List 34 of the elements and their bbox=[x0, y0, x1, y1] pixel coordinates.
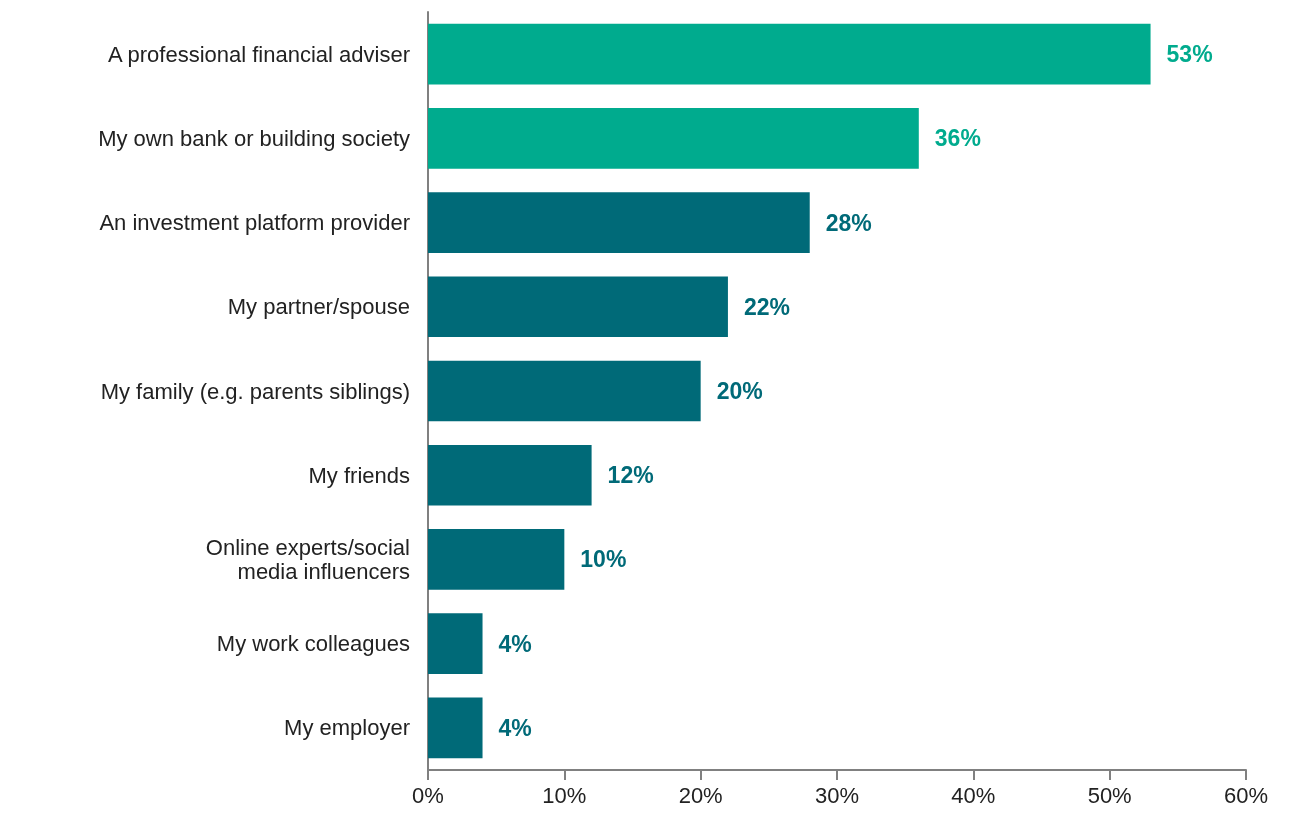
y-tick-label: My friends bbox=[308, 462, 410, 488]
data-label: 12% bbox=[607, 462, 654, 489]
y-tick-label: A professional financial adviser bbox=[107, 41, 410, 67]
y-tick-label: My own bank or building society bbox=[98, 125, 410, 151]
x-tick-label: 0% bbox=[412, 782, 444, 808]
data-label: 28% bbox=[825, 209, 872, 236]
data-label: 20% bbox=[716, 378, 763, 404]
data-label: 4% bbox=[498, 714, 532, 741]
data-label: 4% bbox=[498, 630, 532, 657]
bar bbox=[428, 23, 1151, 85]
data-label: 53% bbox=[1166, 41, 1213, 68]
x-tick-label: 10% bbox=[542, 782, 587, 808]
data-label: 10% bbox=[580, 546, 627, 573]
data-label: 36% bbox=[934, 125, 981, 152]
bar bbox=[428, 613, 483, 674]
data-label: 22% bbox=[743, 293, 790, 320]
x-tick-label: 30% bbox=[814, 782, 860, 808]
bar bbox=[428, 529, 565, 590]
bar bbox=[428, 192, 810, 253]
x-tick-label: 60% bbox=[1223, 782, 1269, 808]
y-tick-label: My family (e.g. parents siblings) bbox=[100, 378, 410, 404]
y-tick-label: My work colleagues bbox=[216, 631, 410, 657]
bar bbox=[428, 276, 728, 338]
bar bbox=[428, 360, 701, 422]
y-tick-label: My employer bbox=[284, 715, 410, 741]
y-tick-label: My partner/spouse bbox=[227, 294, 410, 320]
x-tick-label: 20% bbox=[678, 782, 723, 808]
y-tick-label: Online experts/social media influencers bbox=[205, 534, 410, 584]
y-tick-label: An investment platform provider bbox=[99, 210, 410, 236]
bar bbox=[428, 697, 483, 759]
x-tick-label: 50% bbox=[1087, 782, 1132, 808]
bar bbox=[428, 444, 592, 506]
bar bbox=[428, 108, 919, 169]
x-tick-label: 40% bbox=[951, 782, 996, 808]
